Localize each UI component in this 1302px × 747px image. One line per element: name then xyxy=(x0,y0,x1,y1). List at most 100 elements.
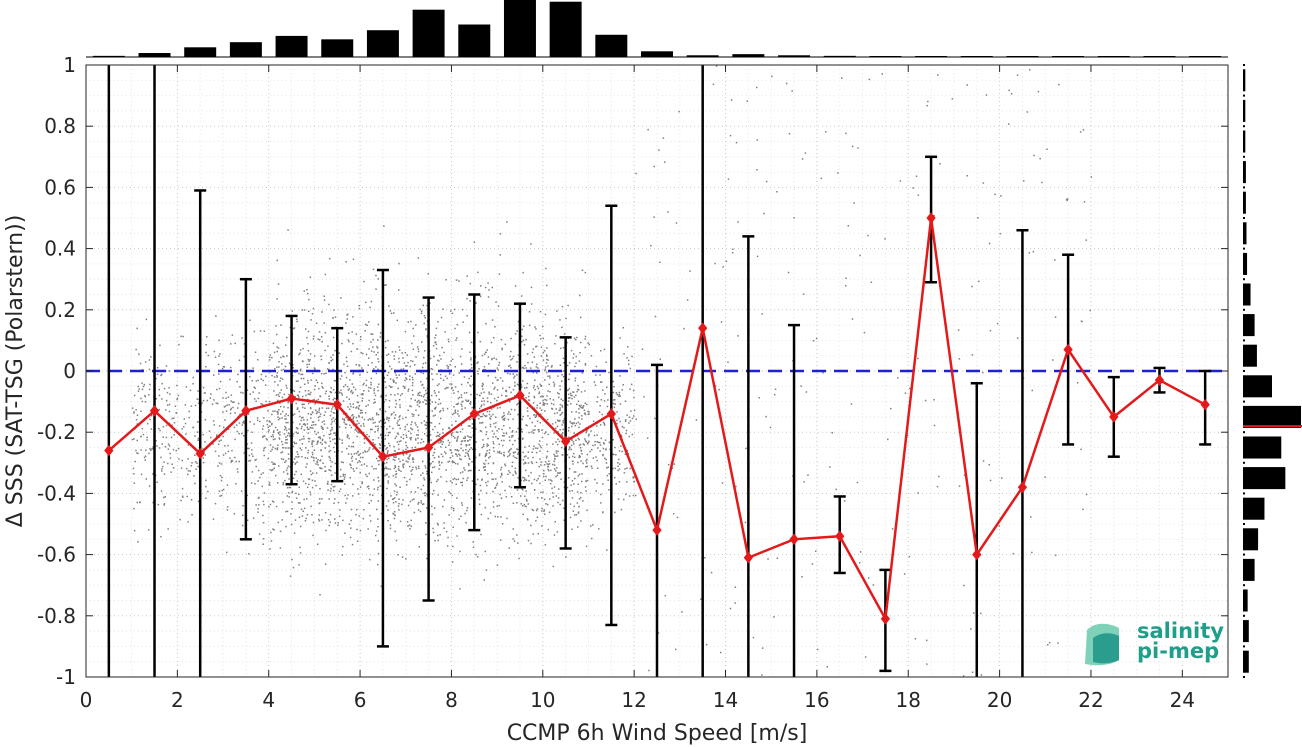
right-histogram-bar xyxy=(1243,620,1249,643)
right-histogram-sliver xyxy=(1243,561,1245,564)
right-histogram-bar xyxy=(1243,528,1259,551)
right-histogram-sliver xyxy=(1243,362,1245,365)
mean-point xyxy=(698,322,708,334)
right-histogram-sliver xyxy=(1243,86,1245,89)
right-histogram-sliver xyxy=(1243,591,1245,594)
right-histogram-sliver xyxy=(1243,415,1245,418)
top-histogram-bar xyxy=(1006,56,1039,57)
right-histogram-sliver xyxy=(1243,194,1245,197)
right-histogram-bar xyxy=(1243,405,1301,428)
x-tick-label: 10 xyxy=(530,688,555,712)
right-histogram-sliver xyxy=(1243,94,1245,97)
top-histogram-bar xyxy=(960,56,993,57)
x-tick-label: 20 xyxy=(987,688,1012,712)
mean-point xyxy=(515,389,525,402)
x-tick-label: 16 xyxy=(804,688,829,712)
right-histogram-sliver xyxy=(1243,553,1245,556)
right-histogram-sliver xyxy=(1243,301,1245,304)
axis-ticks: 0 2 4 6 8 10 12 14 16 18 20 22 24-1-0.8-0.6-0.4-0.20… xyxy=(37,53,1228,712)
right-histogram-bar xyxy=(1243,375,1272,398)
top-histogram-bar xyxy=(458,24,491,57)
mean-point xyxy=(149,404,160,417)
right-histogram-sliver xyxy=(1243,568,1245,571)
mean-point xyxy=(195,447,205,460)
right-histogram-sliver xyxy=(1243,653,1245,656)
mean-point xyxy=(560,435,571,448)
right-histogram-sliver xyxy=(1243,484,1245,487)
right-histogram-sliver xyxy=(1243,109,1245,112)
right-histogram-sliver xyxy=(1243,538,1245,541)
right-histogram-bar xyxy=(1243,283,1251,306)
y-tick-label: -0.6 xyxy=(37,543,76,567)
right-histogram-bar xyxy=(1243,650,1249,673)
right-histogram-sliver xyxy=(1243,500,1245,503)
right-histogram-sliver xyxy=(1243,217,1245,219)
right-histogram-sliver xyxy=(1243,354,1245,357)
top-histogram-bar xyxy=(915,56,948,57)
mean-point xyxy=(469,408,479,420)
right-histogram-sliver xyxy=(1243,324,1245,327)
mean-point xyxy=(789,533,799,546)
right-histogram-sliver xyxy=(1243,125,1245,128)
x-tick-label: 8 xyxy=(445,688,458,712)
right-histogram-sliver xyxy=(1243,293,1245,296)
top-histogram-bar xyxy=(869,56,902,57)
right-histogram-sliver xyxy=(1243,255,1245,258)
right-histogram-sliver xyxy=(1243,385,1245,388)
mean-point xyxy=(1154,374,1165,386)
top-histogram-bar xyxy=(321,39,354,57)
right-histogram-sliver xyxy=(1243,239,1245,242)
right-histogram-sliver xyxy=(1243,339,1245,342)
right-histogram-sliver xyxy=(1243,209,1245,212)
mean-point xyxy=(835,530,845,543)
mean-point xyxy=(1017,481,1028,494)
right-histogram-sliver xyxy=(1243,102,1245,105)
top-histogram xyxy=(86,0,1228,58)
mean-point xyxy=(743,551,754,564)
mean-point xyxy=(332,398,342,411)
x-tick-label: 24 xyxy=(1170,688,1195,712)
right-histogram-sliver xyxy=(1243,370,1245,372)
right-histogram-sliver xyxy=(1243,446,1245,449)
top-histogram-bar xyxy=(1189,56,1222,57)
top-histogram-bar xyxy=(686,55,719,57)
right-histogram-bar xyxy=(1243,497,1265,520)
right-histogram-sliver xyxy=(1243,155,1245,158)
top-histogram-bar xyxy=(595,34,628,57)
right-histogram-bar xyxy=(1243,436,1282,459)
x-tick-label: 14 xyxy=(713,688,738,712)
mean-point xyxy=(286,392,297,405)
top-histogram-bar xyxy=(503,0,536,57)
y-tick-label: 1 xyxy=(63,53,76,77)
right-histogram-sliver xyxy=(1243,507,1245,510)
right-histogram-sliver xyxy=(1243,622,1245,625)
x-tick-label: 6 xyxy=(354,688,367,712)
y-tick-label: 0.4 xyxy=(44,237,76,261)
right-histogram-sliver xyxy=(1243,178,1245,181)
right-histogram-sliver xyxy=(1243,576,1245,579)
logo-line2: pi-mep xyxy=(1137,639,1219,663)
mean-point xyxy=(1063,343,1073,356)
right-histogram-sliver xyxy=(1243,186,1245,189)
right-histogram-sliver xyxy=(1243,392,1245,395)
right-histogram-sliver xyxy=(1243,79,1245,82)
right-histogram-sliver xyxy=(1243,377,1245,380)
y-tick-label: 0.2 xyxy=(44,298,76,322)
salinity-pimep-logo: salinity pi-mep xyxy=(1085,619,1224,666)
mean-point xyxy=(972,548,982,561)
y-tick-label: -0.2 xyxy=(37,420,76,444)
right-histogram-sliver xyxy=(1243,545,1245,548)
right-histogram-sliver xyxy=(1243,148,1245,151)
right-histogram-sliver xyxy=(1243,285,1245,288)
top-histogram-bar xyxy=(641,51,673,57)
right-histogram-sliver xyxy=(1243,438,1245,441)
right-histogram-sliver xyxy=(1243,64,1245,66)
mean-series xyxy=(104,212,1210,625)
right-histogram-sliver xyxy=(1243,461,1245,464)
right-histogram-sliver xyxy=(1243,614,1245,617)
right-histogram-bar xyxy=(1243,467,1286,490)
mean-point xyxy=(1200,398,1210,411)
y-tick-label: -0.8 xyxy=(37,604,76,628)
right-histogram-sliver xyxy=(1243,431,1245,434)
